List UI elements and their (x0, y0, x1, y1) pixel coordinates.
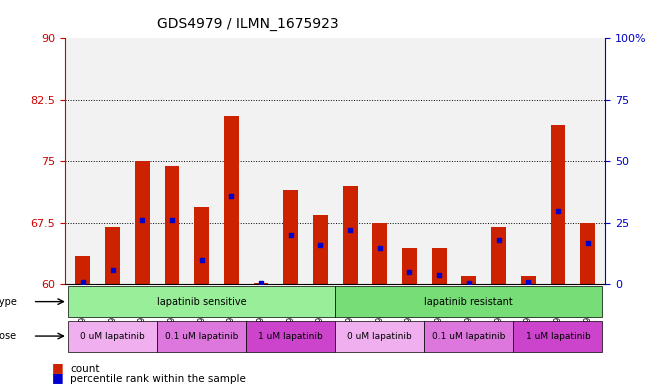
Bar (157, 321, 246, 352)
Text: 0.1 uM lapatinib: 0.1 uM lapatinib (165, 331, 238, 341)
Bar (491, 227, 506, 285)
Text: dose: dose (0, 331, 16, 341)
Bar (462, 276, 477, 285)
Bar (254, 283, 268, 285)
Bar (194, 207, 209, 285)
Bar (514, 321, 602, 352)
Text: cell type: cell type (0, 296, 16, 306)
Bar (521, 276, 536, 285)
Bar (342, 186, 357, 285)
Text: 1 uM lapatinib: 1 uM lapatinib (525, 331, 590, 341)
Text: count: count (70, 364, 100, 374)
Bar (313, 215, 328, 285)
Bar (68, 321, 157, 352)
Bar (424, 321, 514, 352)
Bar (76, 256, 90, 285)
Text: ■: ■ (52, 371, 64, 384)
Bar (68, 286, 335, 317)
Bar (551, 124, 565, 285)
Text: lapatinib resistant: lapatinib resistant (424, 296, 513, 306)
Bar (402, 248, 417, 285)
Bar (580, 223, 595, 285)
Text: percentile rank within the sample: percentile rank within the sample (70, 374, 246, 384)
Text: 0.1 uM lapatinib: 0.1 uM lapatinib (432, 331, 506, 341)
Bar (246, 321, 335, 352)
Bar (105, 227, 120, 285)
Text: 1 uM lapatinib: 1 uM lapatinib (258, 331, 323, 341)
Bar (135, 161, 150, 285)
Bar (335, 286, 602, 317)
Text: 0 uM lapatinib: 0 uM lapatinib (80, 331, 145, 341)
Text: GDS4979 / ILMN_1675923: GDS4979 / ILMN_1675923 (157, 17, 338, 31)
Text: ■: ■ (52, 361, 64, 374)
Bar (432, 248, 447, 285)
Bar (283, 190, 298, 285)
Bar (224, 116, 239, 285)
Bar (165, 166, 180, 285)
Text: lapatinib sensitive: lapatinib sensitive (157, 296, 247, 306)
Bar (372, 223, 387, 285)
Text: 0 uM lapatinib: 0 uM lapatinib (348, 331, 412, 341)
Bar (335, 321, 424, 352)
